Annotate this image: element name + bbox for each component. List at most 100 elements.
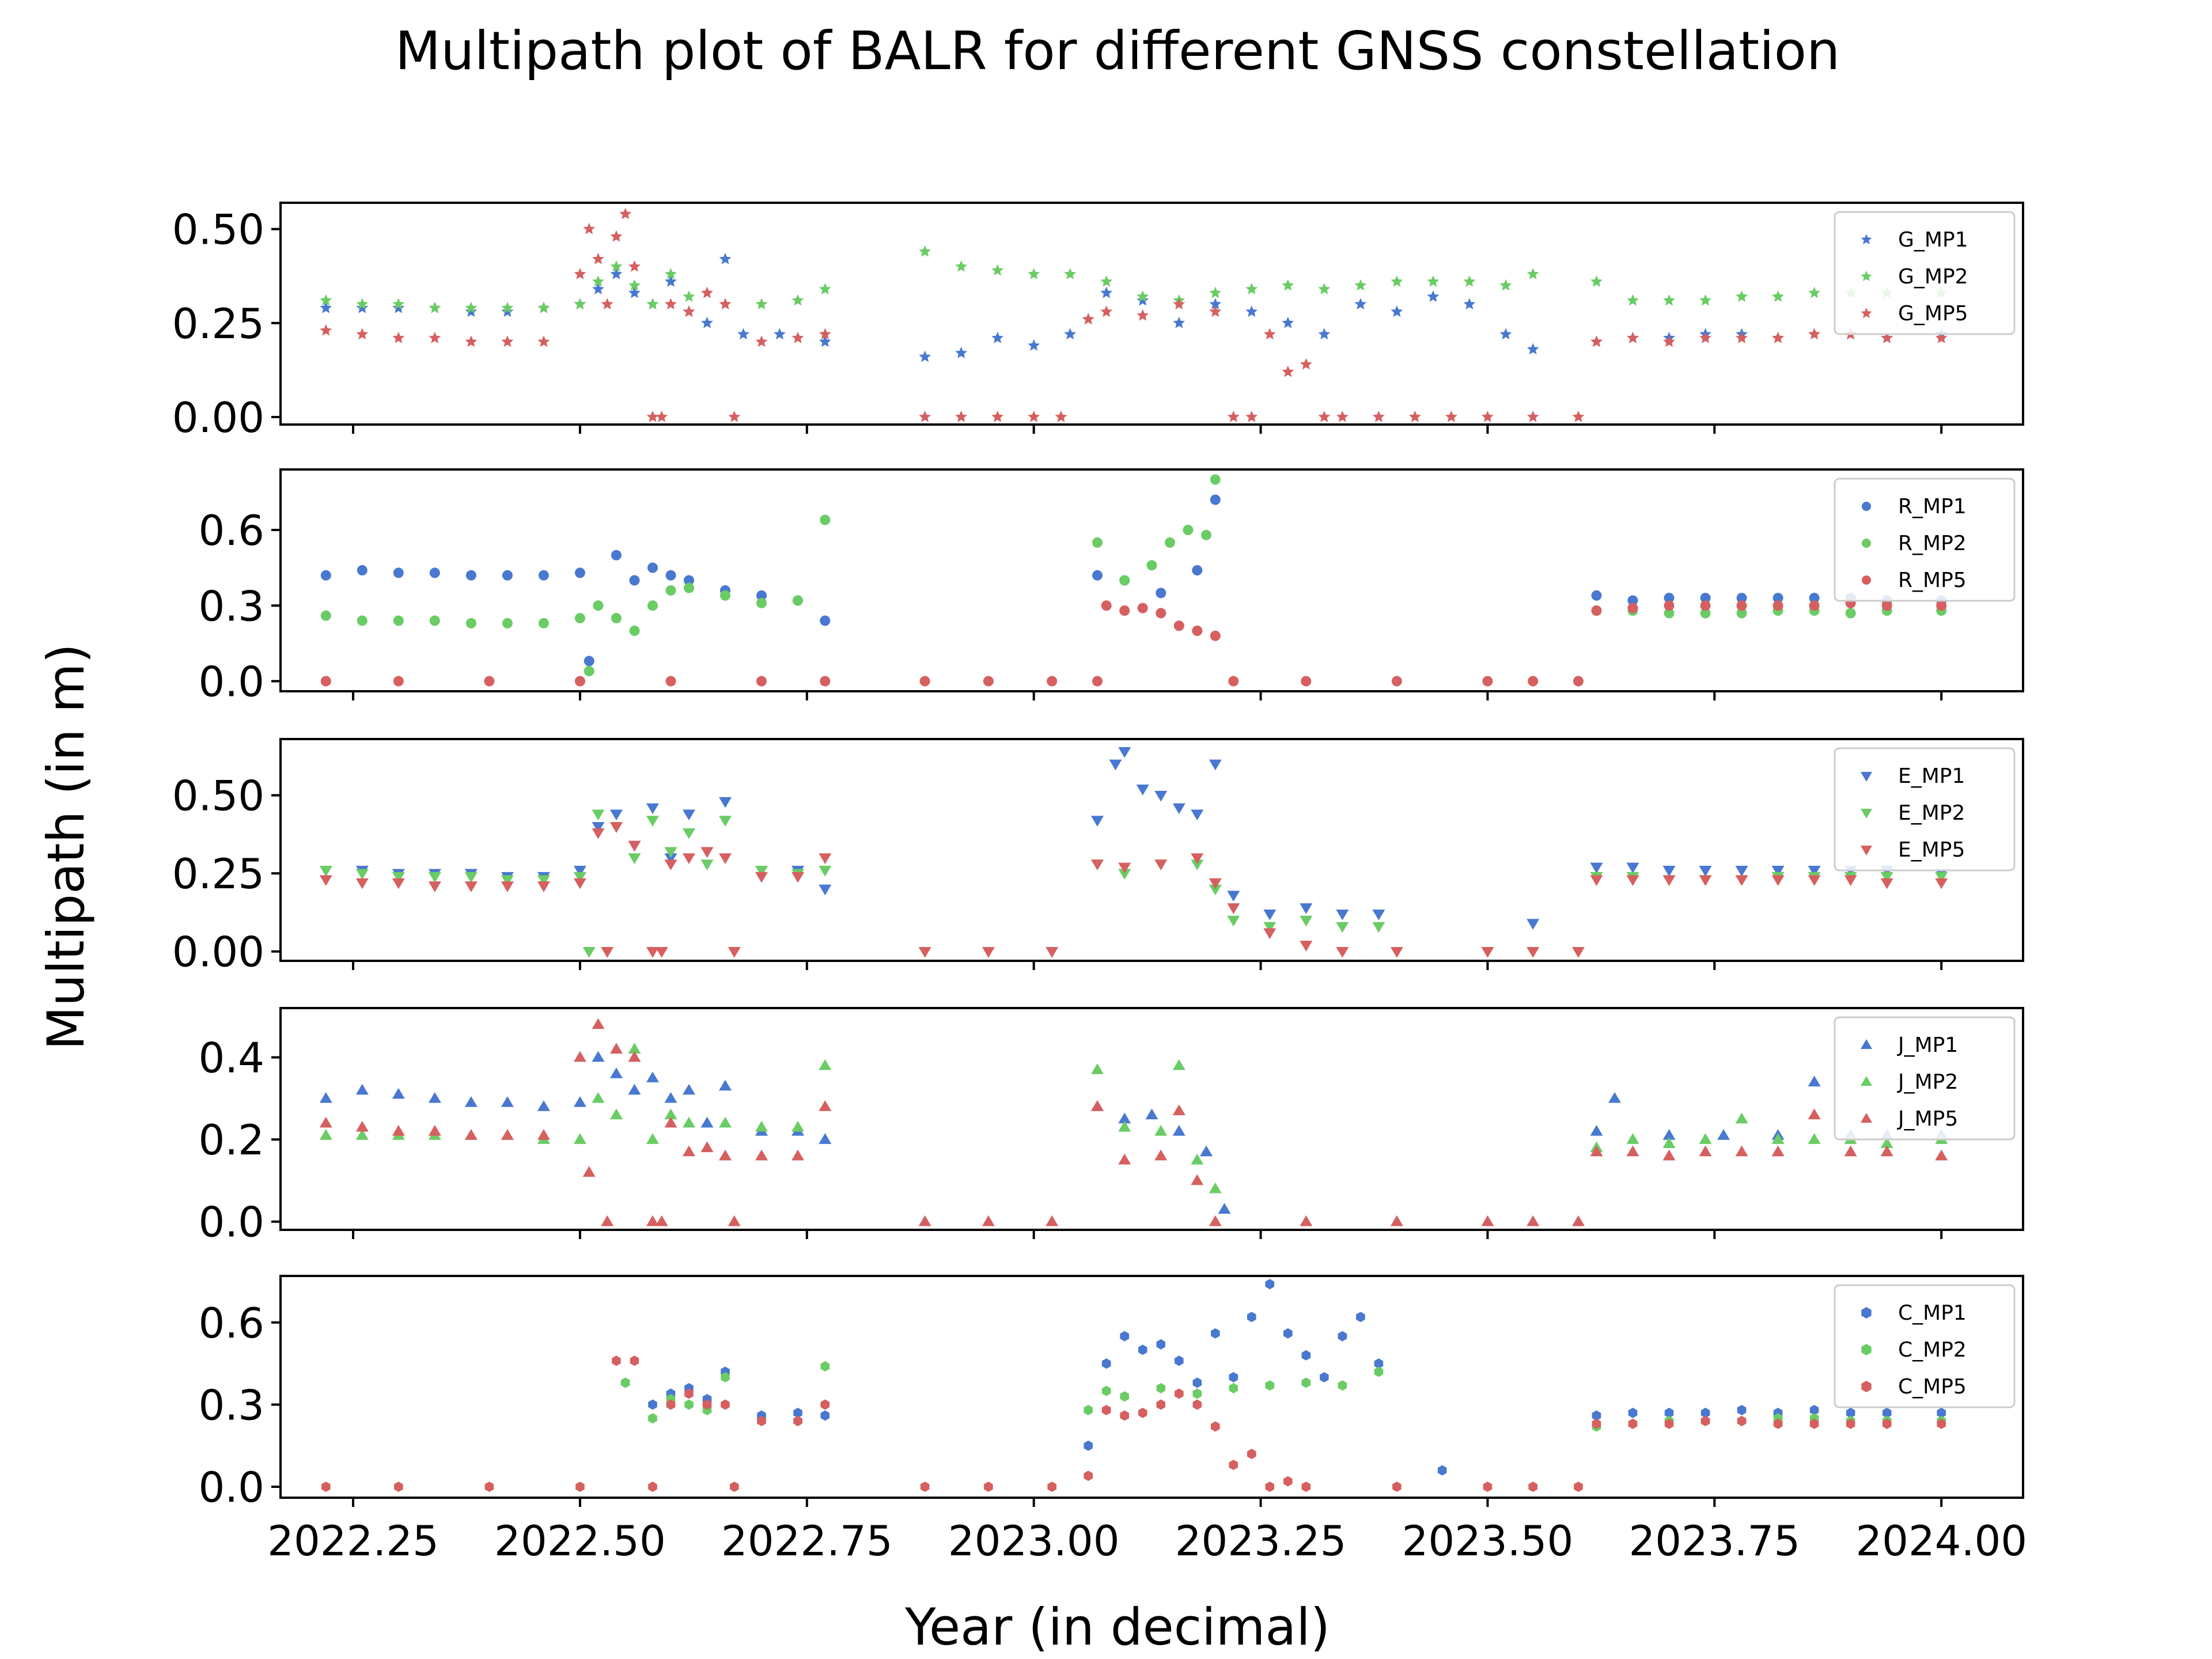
data-point: [1427, 290, 1440, 302]
data-point: [1191, 809, 1204, 821]
data-point: [664, 1116, 677, 1128]
data-point: [537, 875, 550, 887]
data-point: [991, 410, 1004, 422]
data-point: [819, 283, 831, 294]
data-point: [1663, 335, 1675, 347]
data-point: [728, 410, 741, 422]
data-point: [665, 676, 676, 687]
data-point: [1408, 410, 1421, 422]
data-point: [1700, 1415, 1710, 1426]
data-point: [665, 585, 676, 596]
data-point: [1064, 328, 1077, 340]
figure-title: Multipath plot of BALR for different GNS…: [395, 20, 1840, 82]
data-point: [1028, 339, 1040, 351]
data-point: [429, 615, 440, 626]
data-point: [682, 1116, 695, 1128]
data-point: [1483, 1482, 1493, 1492]
legend-label: E_MP2: [1898, 801, 1965, 825]
data-point: [1227, 903, 1240, 914]
data-point: [1092, 537, 1103, 548]
y-tick-label: 0.00: [172, 393, 264, 442]
figure-xlabel: Year (in decimal): [904, 1597, 1330, 1657]
y-tick-label: 0.4: [198, 1034, 264, 1082]
data-point: [682, 1145, 695, 1157]
legend-label: R_MP1: [1898, 495, 1967, 518]
data-point: [1527, 343, 1539, 355]
data-point: [1172, 1124, 1185, 1136]
data-point: [1372, 909, 1385, 921]
data-point: [464, 1129, 478, 1140]
data-point: [592, 275, 604, 287]
data-point: [584, 666, 594, 676]
data-point: [737, 328, 749, 340]
data-point: [1338, 1331, 1347, 1342]
data-point: [1210, 630, 1221, 641]
data-point: [1263, 922, 1277, 933]
data-point: [1771, 866, 1785, 877]
data-point: [1084, 1440, 1093, 1451]
data-point: [1572, 410, 1585, 422]
data-point: [793, 1415, 802, 1426]
data-point: [464, 872, 478, 883]
data-point: [609, 822, 623, 833]
data-point: [919, 350, 931, 362]
data-point: [755, 335, 768, 347]
data-point: [628, 279, 641, 291]
data-point: [502, 618, 513, 628]
data-point: [1808, 286, 1821, 298]
data-point: [1591, 605, 1602, 616]
data-point: [356, 328, 369, 340]
data-point: [1481, 1215, 1494, 1226]
data-point: [1090, 859, 1104, 870]
data-point: [611, 613, 622, 624]
data-point: [991, 264, 1004, 276]
panel-qzss: 0.0 0.2 0.4 J_MP1 J_MP2 J_MP5: [198, 1007, 2024, 1247]
data-point: [682, 853, 695, 865]
data-point: [1374, 1358, 1384, 1369]
data-point: [1191, 1153, 1204, 1165]
legend-marker: [1861, 1039, 1872, 1049]
data-point: [1263, 328, 1276, 340]
data-point: [1082, 313, 1094, 325]
x-tick-label: 2022.50: [494, 1517, 666, 1565]
data-point: [1118, 747, 1131, 758]
data-point: [1662, 1149, 1676, 1161]
data-point: [628, 286, 641, 298]
data-point: [1192, 1377, 1202, 1388]
data-point: [683, 305, 695, 317]
data-point: [1336, 909, 1349, 921]
data-point: [918, 947, 931, 958]
data-point: [1263, 909, 1277, 921]
data-point: [609, 1043, 623, 1054]
data-point: [665, 275, 677, 287]
data-point: [1156, 1339, 1165, 1350]
y-tick-label: 0.0: [198, 1198, 264, 1247]
legend-gps: G_MP1 G_MP2 G_MP5: [1834, 211, 2016, 335]
data-point: [1175, 1388, 1184, 1399]
legend-label: J_MP1: [1897, 1033, 1958, 1057]
data-point: [1165, 537, 1175, 548]
data-point: [820, 676, 831, 687]
data-point: [1084, 1404, 1093, 1415]
data-point: [628, 260, 641, 272]
data-point: [1209, 1182, 1222, 1194]
data-point: [1156, 608, 1166, 619]
data-point: [1209, 884, 1222, 896]
series-E_MP5: [319, 822, 1948, 958]
data-point: [355, 1120, 369, 1132]
data-point: [1771, 1133, 1785, 1144]
data-point: [1626, 1133, 1639, 1144]
data-point: [1809, 1404, 1819, 1415]
axes-frame: [279, 1007, 2024, 1231]
data-point: [592, 283, 604, 294]
data-point: [1772, 600, 1783, 611]
data-point: [982, 947, 995, 958]
data-point: [1772, 593, 1783, 604]
data-point: [1736, 290, 1748, 302]
panel-glonass: 0.0 0.3 0.6 R_MP1 R_MP2 R_MP5: [198, 468, 2024, 706]
data-point: [819, 1059, 832, 1070]
data-point: [1119, 605, 1130, 616]
data-point: [1101, 1404, 1111, 1415]
data-point: [1209, 298, 1222, 310]
